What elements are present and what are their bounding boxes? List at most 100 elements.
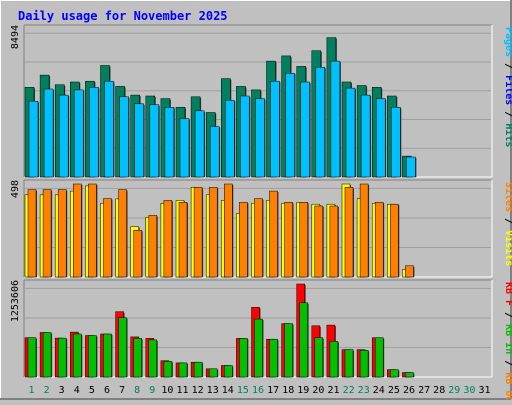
bar-kb-in-day-11 xyxy=(178,362,188,378)
bar-sites-day-13 xyxy=(208,187,218,278)
day-label-6: 6 xyxy=(104,385,110,396)
legend-entry: KB F xyxy=(503,282,512,306)
day-label-24: 24 xyxy=(373,385,385,396)
legend-entry: / xyxy=(503,306,512,324)
panel-hits-files-pages xyxy=(23,24,493,178)
day-label-19: 19 xyxy=(297,385,309,396)
day-label-22: 22 xyxy=(343,385,355,396)
bar-pages-day-23 xyxy=(360,94,371,178)
bar-kb-in-day-15 xyxy=(239,338,248,378)
bar-kb-in-day-19 xyxy=(299,302,308,378)
bar-pages-day-18 xyxy=(285,73,295,178)
bar-sites-day-21 xyxy=(329,205,339,278)
bar-sites-day-12 xyxy=(193,187,203,278)
bar-pages-day-24 xyxy=(375,98,386,178)
bar-sites-day-23 xyxy=(359,183,369,278)
bar-kb-in-day-4 xyxy=(73,333,82,378)
bar-pages-day-1 xyxy=(28,100,39,178)
bar-sites-day-10 xyxy=(163,200,173,278)
bar-kb-in-day-2 xyxy=(42,332,52,378)
bar-kb-in-day-9 xyxy=(148,339,158,378)
bar-sites-day-24 xyxy=(374,202,384,278)
bar-pages-day-21 xyxy=(330,60,341,178)
bar-sites-day-19 xyxy=(299,202,308,278)
bar-pages-day-4 xyxy=(74,89,84,178)
x-axis-day-labels: 1 2 3 4 5 6 7 8 9 10 11 12 13 14 15 16 17 18 19 20 21 22 23 24 2… xyxy=(28,385,490,396)
bar-sites-day-4 xyxy=(73,183,82,278)
bar-sites-day-14 xyxy=(224,183,233,278)
bar-sites-day-22 xyxy=(344,187,354,278)
bar-pages-day-8 xyxy=(134,103,144,178)
bar-pages-day-25 xyxy=(391,107,401,178)
bar-sites-day-26 xyxy=(405,265,414,278)
bar-sites-day-1 xyxy=(27,189,37,278)
day-label-9: 9 xyxy=(149,385,155,396)
y-max-label-kbytes: 1253606 xyxy=(10,280,21,322)
day-label-3: 3 xyxy=(59,385,65,396)
bar-kb-in-day-8 xyxy=(133,338,142,378)
day-label-31: 31 xyxy=(478,385,490,396)
bar-kb-in-day-23 xyxy=(359,350,369,378)
bar-sites-day-5 xyxy=(88,183,97,278)
bar-kb-in-day-12 xyxy=(193,361,203,378)
day-label-25: 25 xyxy=(388,385,400,396)
legend-hits-files-pages: Pages / Files / Hits xyxy=(503,27,512,147)
legend-entry: / xyxy=(503,354,512,372)
bar-sites-day-18 xyxy=(284,202,293,278)
day-label-5: 5 xyxy=(89,385,95,396)
day-label-7: 7 xyxy=(119,385,125,396)
bar-pages-day-6 xyxy=(104,80,114,178)
bar-kb-in-day-3 xyxy=(57,337,67,378)
bar-sites-day-11 xyxy=(178,202,188,278)
bar-pages-day-14 xyxy=(225,100,235,178)
day-label-16: 16 xyxy=(252,385,264,396)
panel-visits-sites xyxy=(23,179,493,278)
legend-entry: / xyxy=(503,57,512,75)
day-label-17: 17 xyxy=(267,385,279,396)
y-max-label-visits-sites: 498 xyxy=(10,180,21,198)
bar-pages-day-11 xyxy=(179,118,190,178)
bar-kb-in-day-26 xyxy=(405,372,414,378)
bar-sites-day-3 xyxy=(57,189,67,278)
bar-sites-day-9 xyxy=(148,215,158,278)
bar-kb-in-day-1 xyxy=(27,337,37,378)
bar-kb-in-day-7 xyxy=(118,317,127,378)
bar-kb-in-day-14 xyxy=(224,365,233,378)
legend-entry: Sites xyxy=(503,182,512,212)
bar-kb-in-day-22 xyxy=(344,349,354,378)
legend-entry: / xyxy=(503,105,512,123)
bar-pages-day-3 xyxy=(58,94,69,178)
day-label-18: 18 xyxy=(282,385,294,396)
bar-kb-in-day-10 xyxy=(163,361,173,378)
bar-sites-day-25 xyxy=(390,203,399,278)
bar-pages-day-17 xyxy=(270,80,280,178)
y-axis-max-labels: 8494 498 1253606 xyxy=(10,25,21,322)
bar-kb-in-day-20 xyxy=(314,337,324,378)
bar-kb-in-day-16 xyxy=(254,318,263,378)
day-label-12: 12 xyxy=(192,385,204,396)
day-label-10: 10 xyxy=(161,385,173,396)
bar-kb-in-day-24 xyxy=(374,337,384,378)
legend-entry: Visits xyxy=(503,230,512,266)
bar-kb-in-day-5 xyxy=(88,335,97,378)
bar-pages-day-19 xyxy=(300,81,310,178)
bar-pages-day-15 xyxy=(240,95,250,178)
bar-pages-day-9 xyxy=(149,104,160,178)
bar-sites-day-8 xyxy=(133,230,142,278)
bar-pages-day-13 xyxy=(209,126,220,178)
day-label-21: 21 xyxy=(327,385,339,396)
day-label-27: 27 xyxy=(418,385,430,396)
chart-panels xyxy=(23,24,493,378)
legend-entry: / xyxy=(503,212,512,230)
bar-kb-in-day-13 xyxy=(208,368,218,378)
legend-entry: Files xyxy=(503,75,512,105)
day-label-13: 13 xyxy=(207,385,219,396)
chart-legend: Pages / Files / Hits Sites / Visits KB F /… xyxy=(503,27,512,405)
legend-entry: KB In xyxy=(503,324,512,354)
bar-kb-in-day-25 xyxy=(390,369,399,378)
bar-sites-day-15 xyxy=(239,202,248,278)
legend-visits-sites: Sites / Visits xyxy=(503,182,512,266)
bar-pages-day-20 xyxy=(315,66,326,178)
